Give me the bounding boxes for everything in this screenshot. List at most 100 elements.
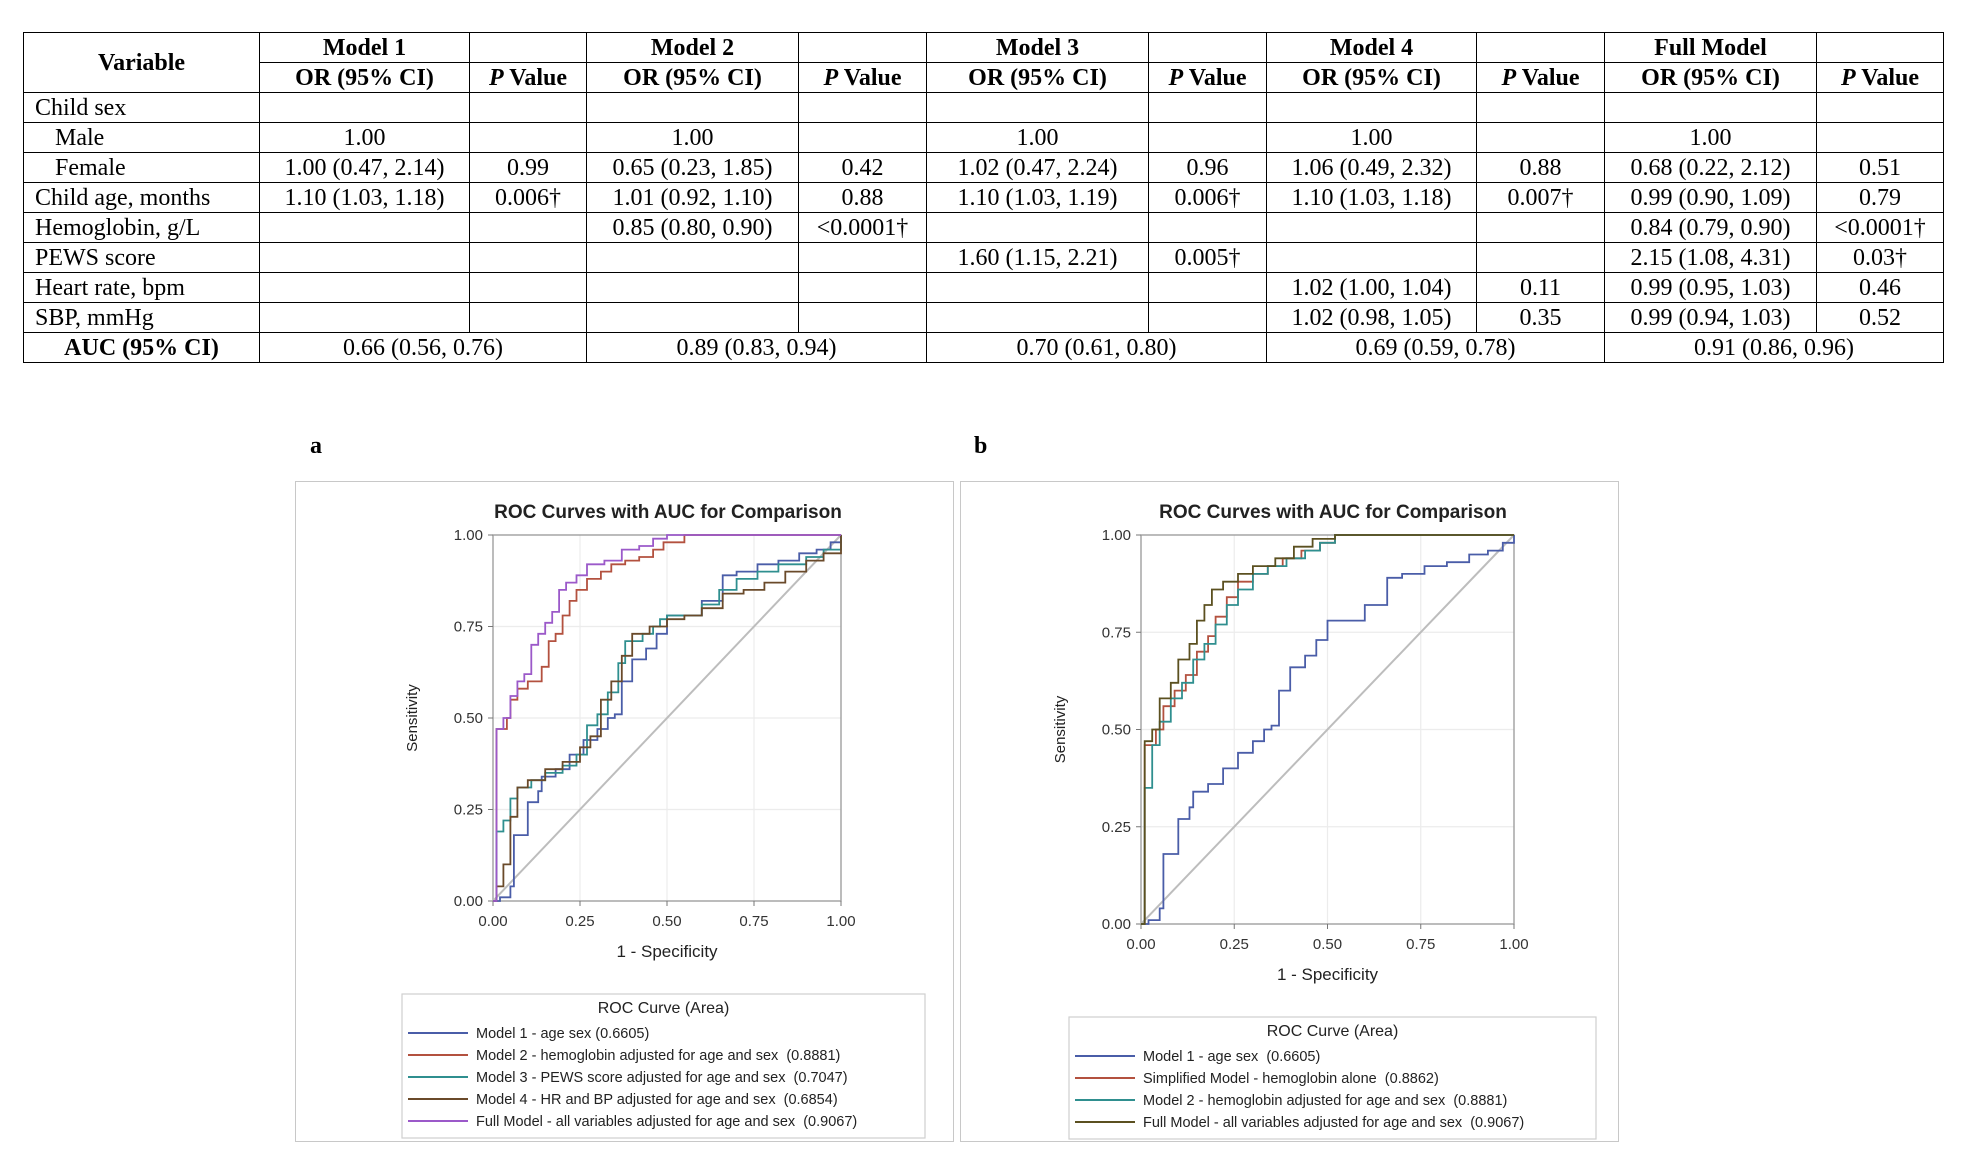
- cell-or: [259, 92, 470, 123]
- cell-or: 1.00: [586, 122, 799, 153]
- cell-p-value: [469, 92, 587, 123]
- roc-figure-b: ROC Curves with AUC for Comparison 0.00 0.…: [960, 481, 1619, 1142]
- cell-or: 1.10 (1.03, 1.18): [259, 182, 470, 213]
- cell-p-value: <0.0001†: [1816, 212, 1944, 243]
- cell-p-value: 0.35: [1476, 302, 1605, 333]
- cell-or: 1.00: [926, 122, 1149, 153]
- cell-or: 0.68 (0.22, 2.12): [1604, 152, 1817, 183]
- row-label: Female: [23, 152, 260, 183]
- cell-p-value: 0.88: [798, 182, 927, 213]
- auc-value: 0.66 (0.56, 0.76): [259, 332, 587, 363]
- legend-entry: Model 3 - PEWS score adjusted for age an…: [476, 1070, 848, 1086]
- y-tick-label: 1.00: [1102, 527, 1131, 544]
- cell-p-value: [469, 212, 587, 243]
- cell-p-value: 0.51: [1816, 152, 1944, 183]
- row-label: Hemoglobin, g/L: [23, 212, 260, 243]
- cell-or: 0.99 (0.94, 1.03): [1604, 302, 1817, 333]
- header-or: OR (95% CI): [926, 62, 1149, 93]
- cell-p-value: [1148, 92, 1267, 123]
- x-tick-label: 0.50: [1313, 936, 1342, 953]
- x-tick-label: 0.00: [1126, 936, 1155, 953]
- x-tick-label: 1.00: [826, 913, 855, 930]
- cell-p-value: [1476, 212, 1605, 243]
- roc-chart-b: ROC Curves with AUC for Comparison 0.00 0.…: [1052, 502, 1597, 1140]
- cell-p-value: [1816, 92, 1944, 123]
- x-axis-label: 1 - Specificity: [616, 942, 718, 961]
- auc-value: 0.69 (0.59, 0.78): [1266, 332, 1605, 363]
- cell-or: 1.02 (0.98, 1.05): [1266, 302, 1477, 333]
- cell-p-value: 0.96: [1148, 152, 1267, 183]
- cell-or: 1.10 (1.03, 1.18): [1266, 182, 1477, 213]
- roc-curve-series-5: [493, 534, 841, 902]
- cell-p-value: 0.42: [798, 152, 927, 183]
- header-p-value: P Value: [469, 62, 587, 93]
- cell-or: [1266, 242, 1477, 273]
- header-model: Model 3: [926, 32, 1149, 63]
- y-tick-label: 0.25: [1102, 819, 1131, 836]
- panel-label-b: b: [974, 433, 988, 459]
- x-tick-label: 1.00: [1499, 936, 1528, 953]
- header-blank: [1476, 32, 1605, 63]
- cell-or: 1.10 (1.03, 1.19): [926, 182, 1149, 213]
- auc-value: 0.89 (0.83, 0.94): [586, 332, 927, 363]
- cell-or: 0.99 (0.90, 1.09): [1604, 182, 1817, 213]
- cell-or: 0.65 (0.23, 1.85): [586, 152, 799, 183]
- cell-or: [926, 272, 1149, 303]
- cell-p-value: 0.52: [1816, 302, 1944, 333]
- cell-or: 1.00 (0.47, 2.14): [259, 152, 470, 183]
- legend-entry: Model 4 - HR and BP adjusted for age and…: [476, 1092, 838, 1108]
- table-row: Child age, months 1.10 (1.03, 1.18) 0.006†…: [23, 182, 1944, 213]
- x-tick-label: 0.75: [739, 913, 768, 930]
- x-tick-label: 0.25: [565, 913, 594, 930]
- y-tick-label: 0.25: [454, 802, 483, 819]
- table-row: SBP, mmHg 1.02 (0.98, 1.05) 0.35 0.99 (0.94…: [23, 302, 1944, 333]
- row-label: Child sex: [23, 92, 260, 123]
- y-tick-label: 0.75: [454, 619, 483, 636]
- roc-curve-series-3: [1141, 534, 1514, 925]
- table-row: Child sex: [23, 92, 1944, 123]
- header-blank: [798, 32, 927, 63]
- cell-p-value: [469, 242, 587, 273]
- panel-label-a: a: [310, 433, 322, 459]
- cell-p-value: 0.79: [1816, 182, 1944, 213]
- cell-or: 1.00: [259, 122, 470, 153]
- table-row: Male 1.00 1.00 1.00 1.00 1.00: [23, 122, 1944, 153]
- y-tick-label: 0.00: [1102, 916, 1131, 933]
- roc-curve-series-1: [1141, 535, 1515, 925]
- row-label: PEWS score: [23, 242, 260, 273]
- roc-curve-series-2: [1141, 534, 1514, 925]
- cell-or: [586, 242, 799, 273]
- roc-chart-a: ROC Curves with AUC for Comparison 0.00 0.…: [401, 502, 926, 1139]
- legend-entry: Full Model - all variables adjusted for …: [1143, 1115, 1524, 1131]
- table-row: Female 1.00 (0.47, 2.14) 0.99 0.65 (0.23, 1…: [23, 152, 1944, 183]
- cell-p-value: [798, 92, 927, 123]
- cell-or: [1604, 92, 1817, 123]
- cell-or: [259, 272, 470, 303]
- cell-or: [259, 242, 470, 273]
- roc-curve-series-2: [493, 534, 841, 902]
- y-axis-label: Sensitivity: [404, 684, 421, 752]
- legend-entry: Full Model - all variables adjusted for …: [476, 1114, 857, 1130]
- table-row: PEWS score 1.60 (1.15, 2.21) 0.005† 2.15 (1…: [23, 242, 1944, 273]
- header-variable: Variable: [23, 32, 260, 93]
- chart-title: ROC Curves with AUC for Comparison: [494, 502, 842, 523]
- auc-label: AUC (95% CI): [23, 332, 260, 363]
- x-tick-label: 0.25: [1220, 936, 1249, 953]
- header-model: Model 4: [1266, 32, 1477, 63]
- cell-or: 0.85 (0.80, 0.90): [586, 212, 799, 243]
- cell-p-value: [798, 272, 927, 303]
- x-tick-label: 0.00: [478, 913, 507, 930]
- header-or: OR (95% CI): [1266, 62, 1477, 93]
- reference-diagonal: [492, 534, 842, 902]
- cell-p-value: 0.006†: [1148, 182, 1267, 213]
- roc-curve-series-4: [493, 535, 842, 902]
- table-row: Hemoglobin, g/L 0.85 (0.80, 0.90) <0.0001†…: [23, 212, 1944, 243]
- header-model: Model 1: [259, 32, 470, 63]
- cell-or: [926, 92, 1149, 123]
- header-blank: [1148, 32, 1267, 63]
- roc-figure-a: ROC Curves with AUC for Comparison 0.00 0.…: [295, 481, 954, 1142]
- cell-p-value: [798, 242, 927, 273]
- auc-value: 0.91 (0.86, 0.96): [1604, 332, 1944, 363]
- x-axis-label: 1 - Specificity: [1277, 965, 1379, 984]
- header-p-value: P Value: [798, 62, 927, 93]
